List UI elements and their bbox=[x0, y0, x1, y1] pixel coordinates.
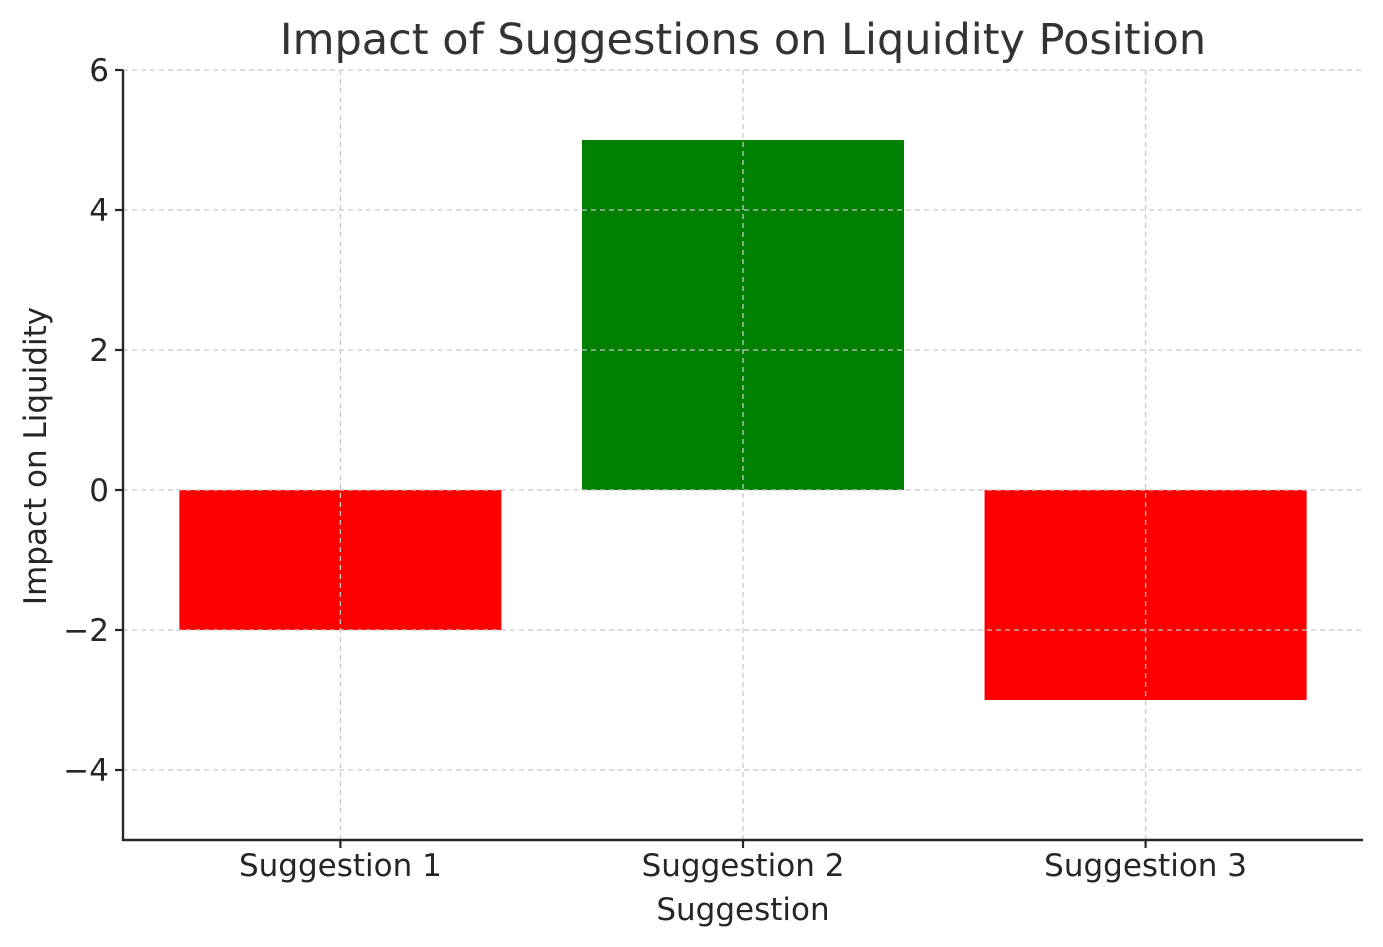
x-ticks-group: Suggestion 1 Suggestion 2 Suggestion 3 bbox=[239, 840, 1247, 884]
y-ticks-group: 6 4 2 0 −2 −4 bbox=[63, 53, 123, 789]
y-tick-label: 6 bbox=[89, 53, 109, 89]
x-tick-label: Suggestion 2 bbox=[642, 848, 845, 884]
y-axis-label: Impact on Liquidity bbox=[18, 307, 54, 605]
y-tick-label: −2 bbox=[63, 613, 109, 649]
x-tick-label: Suggestion 3 bbox=[1044, 848, 1247, 884]
x-axis-label: Suggestion bbox=[656, 892, 829, 928]
x-tick-label: Suggestion 1 bbox=[239, 848, 442, 884]
y-tick-label: 2 bbox=[89, 333, 109, 369]
grid-lines bbox=[123, 69, 1363, 840]
y-tick-label: −4 bbox=[63, 753, 109, 789]
y-tick-label: 0 bbox=[89, 473, 109, 509]
y-tick-label: 4 bbox=[89, 193, 109, 229]
chart-title: Impact of Suggestions on Liquidity Posit… bbox=[280, 15, 1206, 65]
